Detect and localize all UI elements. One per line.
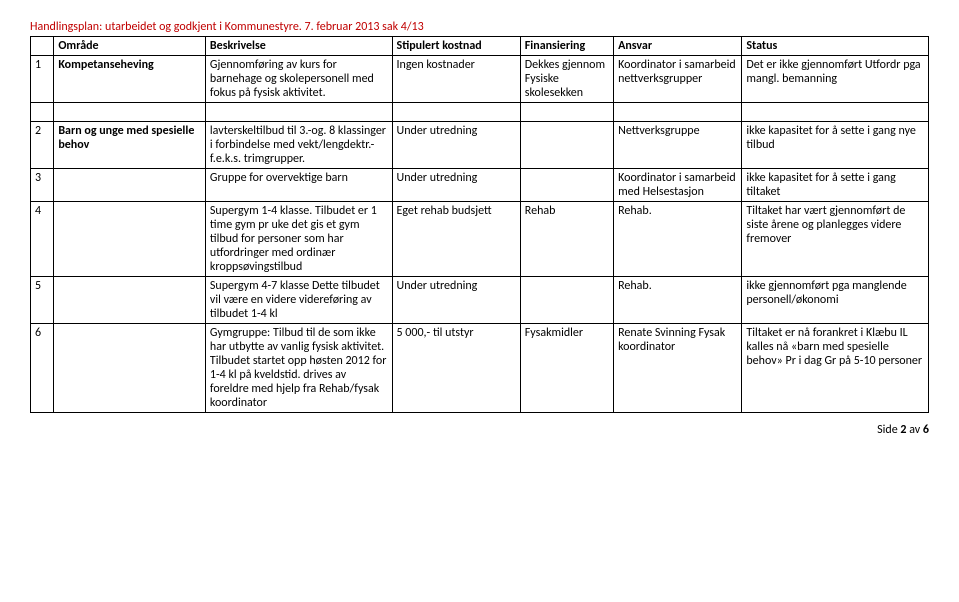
cell-finans: Rehab bbox=[520, 202, 613, 277]
cell-beskriv: Supergym 1-4 klasse. Tilbudet er 1 time … bbox=[205, 202, 392, 277]
cell-num: 1 bbox=[31, 56, 54, 103]
cell-num: 3 bbox=[31, 169, 54, 202]
table-header-row: Område Beskrivelse Stipulert kostnad Fin… bbox=[31, 37, 929, 56]
col-header-num bbox=[31, 37, 54, 56]
cell-omrade bbox=[54, 169, 206, 202]
cell-status: ikke kapasitet for å sette i gang nye ti… bbox=[742, 122, 929, 169]
table-row: 5 Supergym 4-7 klasse Dette tilbudet vil … bbox=[31, 277, 929, 324]
col-header-beskrivelse: Beskrivelse bbox=[205, 37, 392, 56]
cell-num: 6 bbox=[31, 324, 54, 413]
cell-finans bbox=[520, 122, 613, 169]
footer-prefix: Side bbox=[877, 423, 900, 437]
cell-ansvar: Nettverksgruppe bbox=[614, 122, 742, 169]
cell-finans bbox=[520, 169, 613, 202]
cell-beskriv: Supergym 4-7 klasse Dette tilbudet vil v… bbox=[205, 277, 392, 324]
cell-finans bbox=[520, 277, 613, 324]
cell-num: 2 bbox=[31, 122, 54, 169]
cell-stipkost: 5 000,- til utstyr bbox=[392, 324, 520, 413]
cell-ansvar: Renate Svinning Fysak koordinator bbox=[614, 324, 742, 413]
cell-beskriv: Gjennomføring av kurs for barnehage og s… bbox=[205, 56, 392, 103]
cell-finans: Fysakmidler bbox=[520, 324, 613, 413]
footer-total: 6 bbox=[923, 423, 929, 437]
cell-stipkost: Under utredning bbox=[392, 122, 520, 169]
cell-status: Tiltaket er nå forankret i Klæbu IL kall… bbox=[742, 324, 929, 413]
cell-beskriv: Gymgruppe: Tilbud til de som ikke har ut… bbox=[205, 324, 392, 413]
cell-ansvar: Rehab. bbox=[614, 202, 742, 277]
cell-stipkost: Under utredning bbox=[392, 277, 520, 324]
cell-status: ikke kapasitet for å sette i gang tiltak… bbox=[742, 169, 929, 202]
cell-status: Det er ikke gjennomført Utfordr pga mang… bbox=[742, 56, 929, 103]
col-header-status: Status bbox=[742, 37, 929, 56]
cell-omrade bbox=[54, 202, 206, 277]
col-header-finansiering: Finansiering bbox=[520, 37, 613, 56]
col-header-stipkost: Stipulert kostnad bbox=[392, 37, 520, 56]
cell-num: 5 bbox=[31, 277, 54, 324]
table-row: 4 Supergym 1-4 klasse. Tilbudet er 1 time… bbox=[31, 202, 929, 277]
cell-omrade: Kompetanseheving bbox=[54, 56, 206, 103]
document-header: Handlingsplan: utarbeidet og godkjent i … bbox=[30, 20, 929, 34]
cell-omrade: Barn og unge med spesielle behov bbox=[54, 122, 206, 169]
footer-middle: av bbox=[907, 423, 923, 437]
cell-beskriv: Gruppe for overvektige barn bbox=[205, 169, 392, 202]
cell-omrade bbox=[54, 324, 206, 413]
cell-stipkost: Ingen kostnader bbox=[392, 56, 520, 103]
cell-ansvar: Rehab. bbox=[614, 277, 742, 324]
page-footer: Side 2 av 6 bbox=[30, 423, 929, 437]
cell-finans: Dekkes gjennom Fysiske skolesekken bbox=[520, 56, 613, 103]
table-row: 3 Gruppe for overvektige barnUnder utredn… bbox=[31, 169, 929, 202]
cell-ansvar: Koordinator i samarbeid med Helsestasjon bbox=[614, 169, 742, 202]
cell-stipkost: Eget rehab budsjett bbox=[392, 202, 520, 277]
cell-status: Tiltaket har vært gjennomført de siste å… bbox=[742, 202, 929, 277]
cell-stipkost: Under utredning bbox=[392, 169, 520, 202]
table-row: 2Barn og unge med spesielle behovlavters… bbox=[31, 122, 929, 169]
cell-beskriv: lavterskeltilbud til 3.-og. 8 klassinger… bbox=[205, 122, 392, 169]
cell-omrade bbox=[54, 277, 206, 324]
cell-status: ikke gjennomført pga manglende personell… bbox=[742, 277, 929, 324]
table-row-spacer bbox=[31, 103, 929, 122]
table-row: 6 Gymgruppe: Tilbud til de som ikke har u… bbox=[31, 324, 929, 413]
cell-num: 4 bbox=[31, 202, 54, 277]
table-row: 1KompetansehevingGjennomføring av kurs f… bbox=[31, 56, 929, 103]
handlingsplan-table: Område Beskrivelse Stipulert kostnad Fin… bbox=[30, 36, 929, 413]
col-header-omrade: Område bbox=[54, 37, 206, 56]
col-header-ansvar: Ansvar bbox=[614, 37, 742, 56]
cell-ansvar: Koordinator i samarbeid nettverksgrupper bbox=[614, 56, 742, 103]
